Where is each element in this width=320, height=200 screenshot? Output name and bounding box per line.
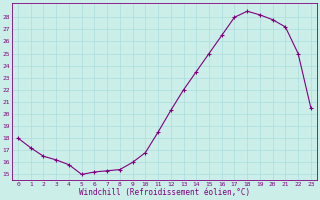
X-axis label: Windchill (Refroidissement éolien,°C): Windchill (Refroidissement éolien,°C) xyxy=(79,188,250,197)
